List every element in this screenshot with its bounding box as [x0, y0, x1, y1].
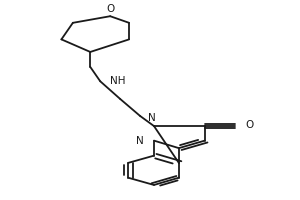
- Text: NH: NH: [110, 76, 126, 86]
- Text: N: N: [148, 113, 155, 123]
- Text: O: O: [106, 4, 114, 14]
- Text: N: N: [136, 136, 144, 146]
- Text: O: O: [246, 120, 254, 130]
